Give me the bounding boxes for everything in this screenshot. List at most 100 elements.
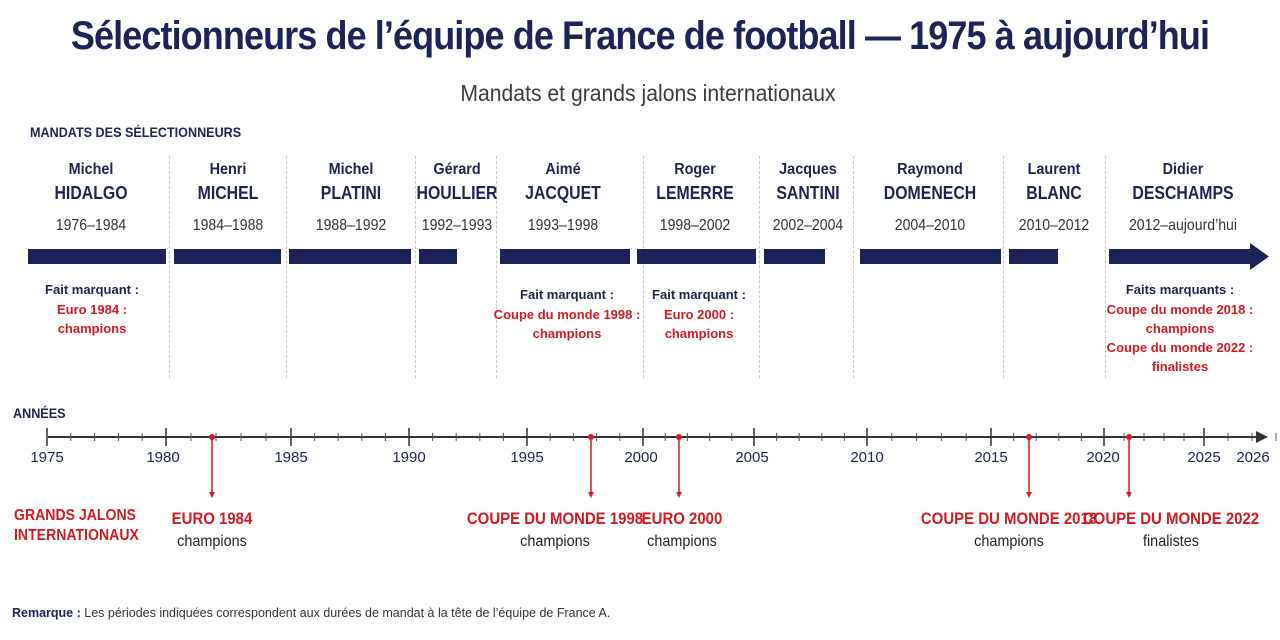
column-separator (496, 156, 497, 378)
axis-arrow-icon (1256, 431, 1268, 443)
tick-label-2010: 2010 (850, 449, 883, 466)
coach-period: 2004–2010 (894, 217, 966, 234)
coach-last-name: SANTINI (776, 183, 840, 203)
tick-label-2000: 2000 (624, 449, 657, 466)
mandate-bar-hidalgo (28, 249, 166, 264)
milestone-event: COUPE DU MONDE 1998 (466, 509, 644, 528)
minor-ticks (70, 433, 1277, 441)
highlight-item: champions (57, 321, 127, 336)
mandate-bar-jacquet (500, 249, 630, 264)
coach-last-name: BLANC (1026, 183, 1082, 203)
mandate-bar-platini (289, 249, 411, 264)
milestone-cdm-2018: COUPE DU MONDE 2018 champions (909, 508, 1109, 554)
column-separator (169, 156, 170, 378)
marker-dot-cdm-2018 (1026, 434, 1032, 440)
mandate-bar-domenech (860, 249, 1001, 264)
coach-last-name: DOMENECH (883, 183, 977, 203)
milestone-result: champions (974, 533, 1044, 550)
coach-first-name: Michel (328, 161, 374, 178)
column-separator (286, 156, 287, 378)
milestone-event: COUPE DU MONDE 2018 (920, 509, 1098, 528)
jalons-label-line: INTERNATIONAUX (14, 527, 139, 544)
milestone-markers (209, 434, 1132, 498)
highlight-item: Coupe du monde 1998 : (493, 307, 641, 322)
column-separator (643, 156, 644, 378)
jalons-section-label: GRANDS JALONS INTERNATIONAUX (14, 506, 139, 546)
milestone-euro-2000: EURO 2000 champions (636, 508, 728, 554)
coach-last-name: JACQUET (525, 183, 601, 203)
tick-label-1995: 1995 (510, 449, 543, 466)
coach-domenech: Raymond DOMENECH 2004–2010 (877, 160, 982, 235)
marker-dot-euro-1984 (209, 434, 215, 440)
mandate-bars (28, 243, 1269, 270)
tick-label-1990: 1990 (392, 449, 425, 466)
milestone-event: EURO 1984 (171, 509, 253, 528)
milestone-result: champions (647, 533, 717, 550)
coach-first-name: Laurent (1027, 161, 1081, 178)
milestone-result: finalistes (1142, 533, 1200, 550)
milestone-result: champions (520, 533, 590, 550)
tick-label-1975: 1975 (30, 449, 63, 466)
coach-last-name: HOULLIER (416, 183, 498, 203)
coach-last-name: DESCHAMPS (1132, 183, 1234, 203)
footnote: Remarque : Les périodes indiquées corres… (12, 606, 610, 620)
coach-first-name: Didier (1162, 161, 1204, 178)
tick-label-2020: 2020 (1086, 449, 1119, 466)
highlight-item: champions (1145, 321, 1215, 336)
highlight-deschamps: Faits marquants : Coupe du monde 2018 : … (1107, 280, 1254, 376)
coach-first-name: Jacques (779, 161, 837, 178)
coach-period: 2002–2004 (772, 217, 844, 234)
coach-period: 1984–1988 (192, 217, 264, 234)
marker-arrow-icon (588, 492, 594, 498)
mandate-bar-blanc (1009, 249, 1058, 264)
milestone-event: COUPE DU MONDE 2022 (1082, 509, 1260, 528)
coach-last-name: HIDALGO (54, 183, 128, 203)
mandate-bar-santini (764, 249, 825, 264)
coach-lemerre: Roger LEMERRE 1998–2002 (651, 160, 739, 235)
highlight-item: Euro 1984 : (56, 302, 128, 317)
annees-section-label: ANNÉES (13, 405, 66, 421)
mandate-bar-deschamps-arrow (1109, 243, 1269, 270)
column-separator (853, 156, 854, 378)
column-separator (1003, 156, 1004, 378)
coach-jacquet: Aimé JACQUET 1993–1998 (520, 160, 606, 235)
marker-arrow-icon (676, 492, 682, 498)
mandate-bar-houllier (419, 249, 457, 264)
page-subtitle: Mandats et grands jalons internationaux (460, 80, 836, 106)
highlight-label: Fait marquant : (45, 282, 139, 297)
mandate-bar-lemerre (637, 249, 756, 264)
coach-period: 1998–2002 (659, 217, 731, 234)
coach-santini: Jacques SANTINI 2002–2004 (768, 160, 848, 235)
milestone-cdm-2022: COUPE DU MONDE 2022 finalistes (1071, 508, 1271, 554)
tick-label-1980: 1980 (146, 449, 179, 466)
coach-michel: Henri MICHEL 1984–1988 (188, 160, 268, 235)
year-axis: 1975 1980 1985 1990 1995 2000 2005 2010 … (30, 428, 1277, 466)
mandats-section-label: MANDATS DES SÉLECTIONNEURS (30, 124, 242, 140)
footnote-text: Les périodes indiquées correspondent aux… (84, 606, 611, 620)
column-separator (759, 156, 760, 378)
coach-last-name: LEMERRE (656, 183, 734, 203)
highlight-label: Fait marquant : (652, 287, 746, 302)
tick-label-2015: 2015 (974, 449, 1007, 466)
milestone-event: EURO 2000 (641, 509, 723, 528)
coach-period: 1988–1992 (315, 217, 387, 234)
highlight-item: finalistes (1151, 359, 1209, 374)
column-separator (1105, 156, 1106, 378)
highlight-jacquet: Fait marquant : Coupe du monde 1998 : ch… (494, 285, 641, 343)
tick-label-2025: 2025 (1187, 449, 1220, 466)
highlight-hidalgo: Fait marquant : Euro 1984 : champions (45, 280, 139, 338)
marker-dot-cdm-2022 (1126, 434, 1132, 440)
page-title: Sélectionneurs de l’équipe de France de … (70, 14, 1210, 58)
coach-hidalgo: Michel HIDALGO 1976–1984 (50, 160, 133, 235)
highlight-item: Euro 2000 : (663, 307, 735, 322)
coach-first-name: Gérard (433, 161, 481, 178)
coach-period: 2012–aujourd’hui (1128, 217, 1238, 234)
highlight-item: champions (664, 326, 734, 341)
coach-platini: Michel PLATINI 1988–1992 (311, 160, 391, 235)
coach-first-name: Roger (674, 161, 716, 178)
coach-period: 2010–2012 (1018, 217, 1090, 234)
mandate-bar-michel (174, 249, 281, 264)
marker-arrow-icon (209, 492, 215, 498)
highlight-lemerre: Fait marquant : Euro 2000 : champions (652, 285, 746, 343)
